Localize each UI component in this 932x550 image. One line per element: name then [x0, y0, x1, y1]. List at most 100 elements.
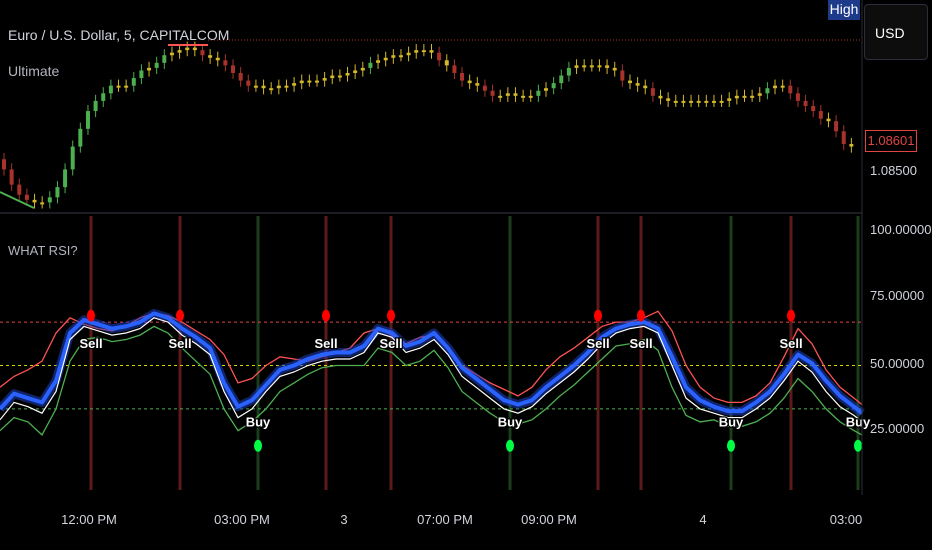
candle	[93, 100, 98, 112]
rsi-smooth-line	[0, 311, 864, 415]
candle	[2, 159, 6, 170]
candle	[9, 169, 14, 185]
candle	[276, 85, 281, 89]
candle	[620, 70, 625, 81]
candle	[124, 85, 129, 88]
sell-signal-dot	[637, 309, 645, 322]
rsi-raw-line	[0, 317, 863, 423]
candle	[406, 52, 411, 56]
candle	[788, 85, 793, 94]
candle	[849, 144, 854, 147]
candle	[627, 80, 632, 84]
candle	[773, 85, 778, 89]
candle	[452, 65, 457, 73]
candle	[750, 95, 755, 98]
candle	[40, 202, 45, 205]
candle	[200, 50, 205, 56]
candle	[215, 57, 220, 61]
candle	[765, 88, 770, 94]
candle	[314, 80, 319, 83]
high-button[interactable]: High	[828, 0, 860, 20]
buy-signal-label: Buy	[246, 414, 271, 429]
sell-signal-label: Sell	[586, 336, 609, 351]
candle	[589, 65, 594, 68]
price-axis-label: 1.08500	[870, 163, 917, 178]
rsi-axis-label-75: 75.00000	[870, 288, 925, 303]
candle	[162, 55, 167, 63]
candle	[437, 52, 442, 61]
candle	[253, 85, 258, 88]
candle	[307, 80, 312, 83]
candle	[32, 199, 37, 203]
candle	[795, 93, 800, 101]
candle	[803, 100, 808, 106]
candle	[169, 52, 174, 56]
sell-signal-dot	[322, 309, 330, 322]
candle	[811, 105, 816, 112]
candle	[24, 194, 29, 200]
candle	[780, 85, 785, 88]
candle	[566, 67, 571, 76]
candle	[131, 78, 136, 86]
candle	[650, 88, 655, 96]
candle	[70, 146, 75, 170]
buy-signal-dot	[506, 439, 514, 452]
candle	[834, 121, 839, 132]
indicator-name[interactable]: Ultimate	[8, 63, 60, 79]
candle	[391, 55, 396, 58]
buy-signal-dot	[854, 439, 862, 452]
sell-signal-label: Sell	[629, 336, 652, 351]
time-label: 3	[340, 512, 348, 527]
candle	[612, 67, 617, 71]
currency-button[interactable]: USD	[864, 4, 928, 60]
candle	[284, 85, 289, 88]
sell-signal-dot	[787, 309, 795, 322]
buy-signal-label: Buy	[719, 414, 744, 429]
rsi-panel-title[interactable]: WHAT RSI?	[8, 243, 78, 258]
candle	[513, 93, 518, 96]
time-label: 03:00 PM	[214, 512, 270, 527]
candle	[139, 70, 144, 79]
candle	[55, 187, 60, 198]
candle	[85, 111, 90, 129]
candle	[666, 98, 671, 101]
candle	[574, 65, 579, 68]
candle	[108, 85, 113, 94]
candle	[322, 78, 327, 81]
candle	[635, 83, 640, 86]
buy-signal-label: Buy	[498, 414, 523, 429]
rsi-axis-label-100: 100.00000	[870, 222, 932, 237]
time-label: 09:00 PM	[521, 512, 577, 527]
candle	[521, 95, 526, 98]
candle	[711, 100, 716, 103]
candle	[192, 47, 197, 51]
candle	[536, 90, 541, 96]
candle	[482, 85, 487, 91]
candle	[727, 98, 732, 101]
candle	[605, 65, 610, 68]
rsi-axis-label-25: 25.00000	[870, 421, 925, 436]
candle	[643, 85, 648, 89]
candle	[841, 131, 846, 145]
candle	[269, 88, 274, 91]
candle	[208, 55, 213, 58]
candle	[299, 80, 304, 84]
symbol-title[interactable]: Euro / U.S. Dollar, 5, CAPITALCOM	[8, 27, 230, 43]
candle	[475, 83, 480, 86]
candle	[376, 60, 381, 63]
rsi-lower-band	[0, 325, 863, 436]
candle	[467, 80, 472, 84]
candle	[818, 111, 823, 119]
candle	[742, 95, 747, 98]
candle	[238, 72, 243, 81]
candle	[231, 65, 236, 73]
candle	[383, 57, 388, 61]
candle	[719, 100, 724, 103]
candle	[261, 85, 266, 89]
sell-signal-dot	[594, 309, 602, 322]
sell-signal-dot	[387, 309, 395, 322]
sell-signal-label: Sell	[379, 336, 402, 351]
candle	[528, 95, 533, 98]
buy-signal-label: Buy	[846, 414, 871, 429]
candle	[582, 65, 587, 68]
